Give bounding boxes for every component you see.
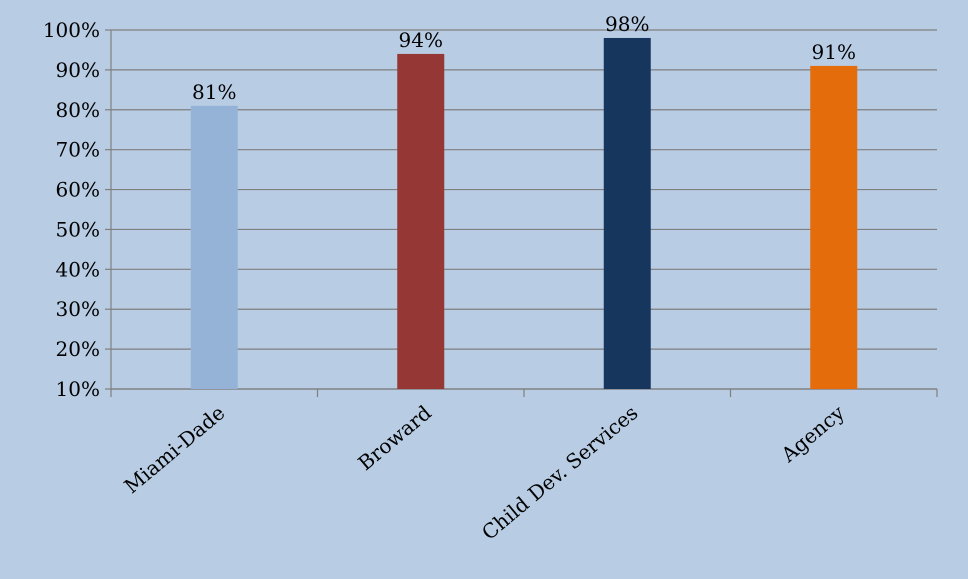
bars xyxy=(190,37,858,390)
y-tick-label: 80% xyxy=(56,98,100,122)
bar xyxy=(190,105,238,390)
data-label: 91% xyxy=(812,40,856,64)
bar xyxy=(810,65,858,390)
gridlines xyxy=(111,29,937,390)
y-tick-label: 90% xyxy=(56,58,100,82)
y-tick-label: 60% xyxy=(56,178,100,202)
data-label: 81% xyxy=(192,80,236,104)
bar xyxy=(603,37,651,389)
axes: 10% 20% 30% 40% 50% 60% 70% 80% 90% 100% xyxy=(43,18,938,401)
bar xyxy=(397,53,445,389)
y-tick-label: 70% xyxy=(56,138,100,162)
data-label: 94% xyxy=(399,28,443,52)
y-tick-label: 50% xyxy=(56,217,100,241)
y-tick-label: 20% xyxy=(56,337,100,361)
y-tick-label: 30% xyxy=(56,297,100,321)
y-tick-label: 100% xyxy=(43,18,100,42)
y-tick-label: 40% xyxy=(56,257,100,281)
y-tick-label: 10% xyxy=(56,377,100,401)
data-label: 98% xyxy=(605,12,649,36)
